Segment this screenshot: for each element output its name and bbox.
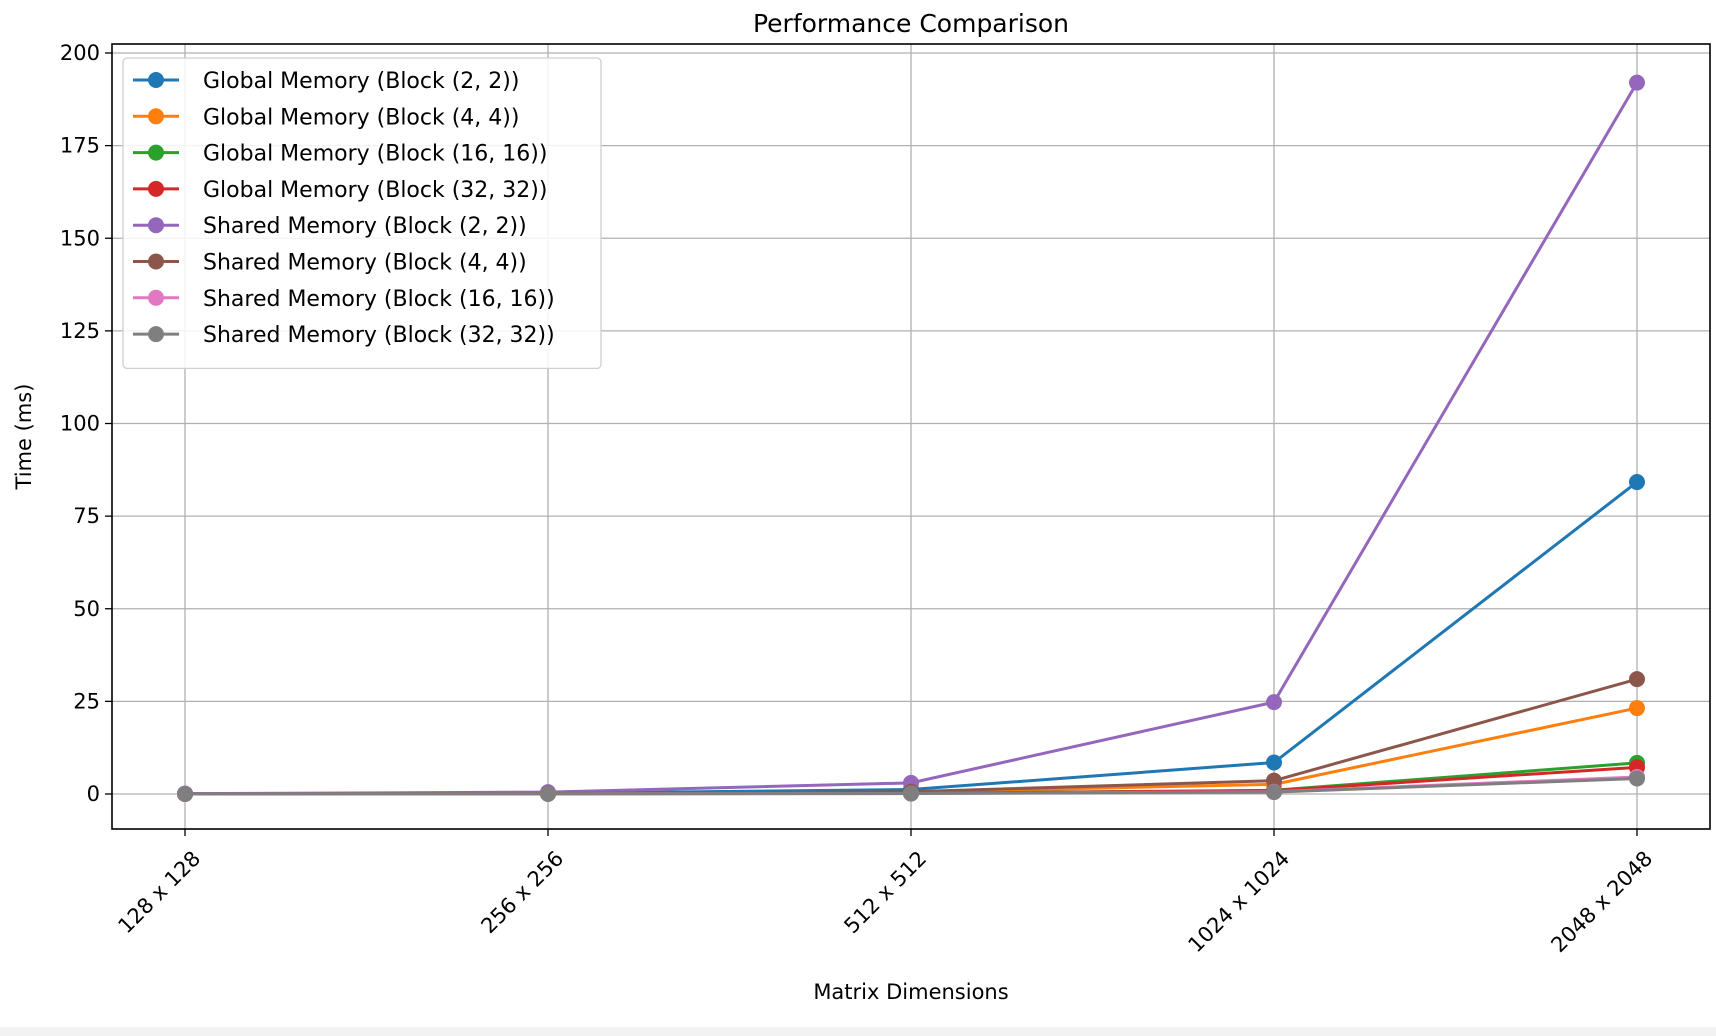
x-tick-label: 2048 x 2048 <box>1547 846 1658 957</box>
y-tick-label: 125 <box>60 319 100 343</box>
legend-item: Global Memory (Block (2, 2)) <box>133 69 519 94</box>
x-tick-label: 1024 x 1024 <box>1184 846 1295 957</box>
legend-label: Global Memory (Block (32, 32)) <box>203 178 547 203</box>
data-point <box>1266 694 1282 711</box>
legend-label: Shared Memory (Block (2, 2)) <box>203 214 527 239</box>
data-point <box>1629 671 1645 688</box>
legend-item: Shared Memory (Block (2, 2)) <box>133 214 527 239</box>
y-axis-label: Time (ms) <box>12 384 36 491</box>
legend-marker <box>148 108 164 125</box>
data-point <box>1266 754 1282 771</box>
data-point <box>1266 784 1282 801</box>
data-point <box>1629 474 1645 491</box>
x-axis-label: Matrix Dimensions <box>813 980 1008 1004</box>
legend-marker <box>148 180 164 197</box>
data-point <box>1629 770 1645 787</box>
legend-label: Global Memory (Block (4, 4)) <box>203 105 519 130</box>
y-tick-label: 25 <box>73 689 100 713</box>
data-point <box>540 785 556 802</box>
legend-marker <box>148 72 164 88</box>
legend-marker <box>148 253 164 270</box>
legend-label: Shared Memory (Block (16, 16)) <box>203 287 555 312</box>
chart-title: Performance Comparison <box>753 9 1069 38</box>
legend-label: Global Memory (Block (2, 2)) <box>203 69 519 94</box>
x-tick-label: 128 x 128 <box>113 846 205 938</box>
data-point <box>903 785 919 802</box>
y-tick-label: 175 <box>60 134 100 158</box>
legend-item: Shared Memory (Block (16, 16)) <box>133 287 555 312</box>
y-tick-label: 0 <box>87 782 100 806</box>
legend-item: Global Memory (Block (32, 32)) <box>133 178 547 203</box>
series-layer <box>177 74 1645 802</box>
legend-label: Global Memory (Block (16, 16)) <box>203 142 547 167</box>
data-point <box>177 785 193 802</box>
y-tick-label: 150 <box>60 226 100 250</box>
legend: Global Memory (Block (2, 2)) Global Memor… <box>122 57 602 370</box>
legend-item: Shared Memory (Block (32, 32)) <box>133 323 555 348</box>
bottom-strip <box>0 1027 1716 1036</box>
series-8 <box>177 770 1645 802</box>
y-tick-label: 200 <box>60 41 100 65</box>
legend-box <box>122 57 602 370</box>
legend-marker <box>148 144 164 161</box>
data-point <box>1266 772 1282 789</box>
x-tick-label: 256 x 256 <box>476 846 568 938</box>
legend-item: Shared Memory (Block (4, 4)) <box>133 251 527 276</box>
legend-marker <box>148 326 164 343</box>
y-tick-label: 100 <box>60 412 100 436</box>
legend-label: Shared Memory (Block (32, 32)) <box>203 323 555 348</box>
legend-marker <box>148 289 164 306</box>
legend-marker <box>148 217 164 234</box>
x-tick-label: 512 x 512 <box>839 846 931 938</box>
y-tick-label: 75 <box>73 504 100 528</box>
y-tick-label: 50 <box>73 597 100 621</box>
data-point <box>1629 700 1645 717</box>
data-point <box>1629 74 1645 91</box>
legend-label: Shared Memory (Block (4, 4)) <box>203 251 527 276</box>
legend-item: Global Memory (Block (4, 4)) <box>133 105 519 130</box>
legend-item: Global Memory (Block (16, 16)) <box>133 142 547 167</box>
